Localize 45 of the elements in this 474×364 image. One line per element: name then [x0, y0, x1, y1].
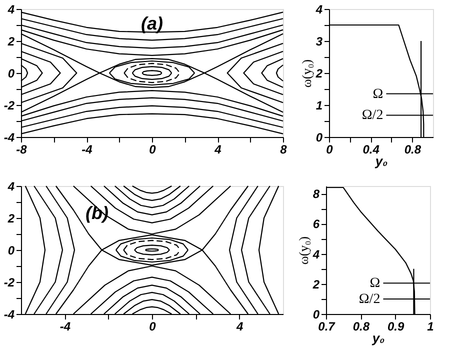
y-axis-title: ω(y₀)	[298, 59, 314, 88]
ref-line-label: Ω	[372, 86, 384, 102]
x-tick-label: -8	[16, 142, 28, 156]
y-tick-label: 0	[312, 308, 320, 322]
y-tick-label: 0	[316, 130, 323, 144]
x-tick-label: 0	[149, 142, 156, 156]
x-axis-title: y₀	[371, 330, 385, 346]
x-tick-label: 0.9	[387, 320, 404, 334]
y-tick-label: 0	[8, 244, 15, 258]
y-tick-label: 4	[6, 180, 15, 194]
x-tick-label: 0.8	[404, 142, 422, 156]
x-axis-title: y₀	[374, 154, 388, 168]
y-tick-label: -4	[4, 130, 15, 144]
ref-line-label: Ω/2	[362, 108, 384, 124]
x-tick-label: 4	[214, 142, 222, 156]
y-tick-label: -2	[4, 98, 15, 112]
x-tick-label: 8	[280, 142, 288, 156]
x-tick-label: 0.7	[318, 320, 336, 334]
y-tick-label: 3	[316, 34, 323, 48]
x-tick-label: 1	[427, 320, 434, 334]
x-tick-label: 0	[149, 320, 156, 334]
y-axis-title: ω(y₀)	[296, 236, 311, 265]
y-tick-label: -2	[4, 276, 15, 290]
y-tick-label: 6	[312, 217, 320, 232]
y-tick-label: 0	[8, 66, 15, 80]
ref-line-label: Ω/2	[358, 292, 380, 307]
y-tick-label: 2	[6, 34, 15, 48]
x-tick-label: 0.4	[362, 142, 380, 156]
y-tick-label: 2	[312, 277, 320, 292]
x-tick-label: -4	[82, 142, 93, 156]
x-tick-label: -4	[60, 320, 71, 334]
annotation: (a)	[141, 13, 164, 34]
ref-line-label: Ω	[370, 276, 380, 292]
x-tick-label: 4	[235, 320, 244, 334]
y-tick-label: 2	[314, 66, 323, 80]
y-tick-label: 2	[6, 212, 15, 226]
annotation: (b)	[85, 203, 108, 224]
x-tick-label: 0.8	[352, 320, 370, 334]
y-tick-label: 4	[312, 247, 320, 262]
y-tick-label: 8	[312, 187, 320, 202]
x-tick-label: 0	[326, 142, 334, 156]
y-tick-label: -4	[4, 308, 15, 322]
y-tick-label: 4	[314, 2, 323, 16]
y-tick-label: 1	[316, 98, 323, 112]
y-tick-label: 4	[6, 2, 15, 16]
